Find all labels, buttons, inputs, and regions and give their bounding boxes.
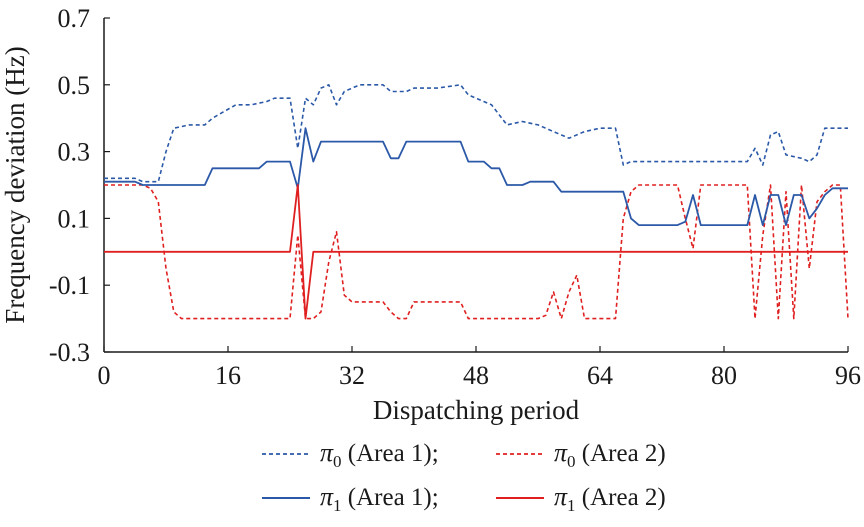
- axis-ticks: 0 16 32 48 64 80 96 0.7 0.5 0.3 0.1 -0.1 -0.3: [49, 4, 861, 390]
- legend-area-label: (Area 1);: [342, 440, 439, 467]
- legend-subscript: 1: [333, 496, 342, 515]
- legend-label-1: π0 (Area 2): [554, 438, 666, 471]
- x-tick-label: 80: [711, 361, 737, 390]
- y-tick-label: 0.1: [58, 204, 91, 233]
- x-tick-label: 16: [215, 361, 241, 390]
- legend-label-0: π0 (Area 1);: [320, 438, 439, 471]
- legend-label-2: π1 (Area 1);: [320, 482, 439, 515]
- legend-symbol: π: [320, 482, 334, 511]
- x-tick-label: 96: [835, 361, 861, 390]
- x-tick-label: 48: [463, 361, 489, 390]
- series-lines: [104, 84, 849, 320]
- plot-area: 0 16 32 48 64 80 96 0.7 0.5 0.3 0.1 -0.1 -0.3: [49, 4, 861, 390]
- y-tick-label: 0.3: [58, 138, 91, 167]
- y-tick-label: 0.5: [58, 71, 91, 100]
- legend-symbol: π: [320, 438, 334, 467]
- x-tick-label: 64: [587, 361, 613, 390]
- legend-area-label: (Area 2): [576, 440, 666, 467]
- y-axis-title: Frequency deviation (Hz): [0, 46, 30, 323]
- legend: π0 (Area 1); π0 (Area 2)π1 (Area 1); π1 (A…: [262, 438, 666, 515]
- x-tick-label: 0: [98, 361, 111, 390]
- legend-subscript: 0: [567, 452, 576, 471]
- x-tick-label: 32: [339, 361, 365, 390]
- legend-symbol: π: [554, 438, 568, 467]
- legend-label-3: π1 (Area 2): [554, 482, 666, 515]
- series-line-2: [104, 127, 848, 227]
- legend-subscript: 0: [333, 452, 342, 471]
- y-tick-label: 0.7: [58, 4, 91, 33]
- y-tick-label: -0.1: [49, 271, 90, 300]
- y-tick-label: -0.3: [49, 338, 90, 367]
- legend-area-label: (Area 2): [576, 484, 666, 511]
- x-axis-title: Dispatching period: [373, 395, 580, 425]
- series-line-0: [104, 84, 848, 183]
- legend-symbol: π: [554, 482, 568, 511]
- legend-area-label: (Area 1);: [342, 484, 439, 511]
- legend-subscript: 1: [567, 496, 576, 515]
- series-line-3: [104, 184, 848, 320]
